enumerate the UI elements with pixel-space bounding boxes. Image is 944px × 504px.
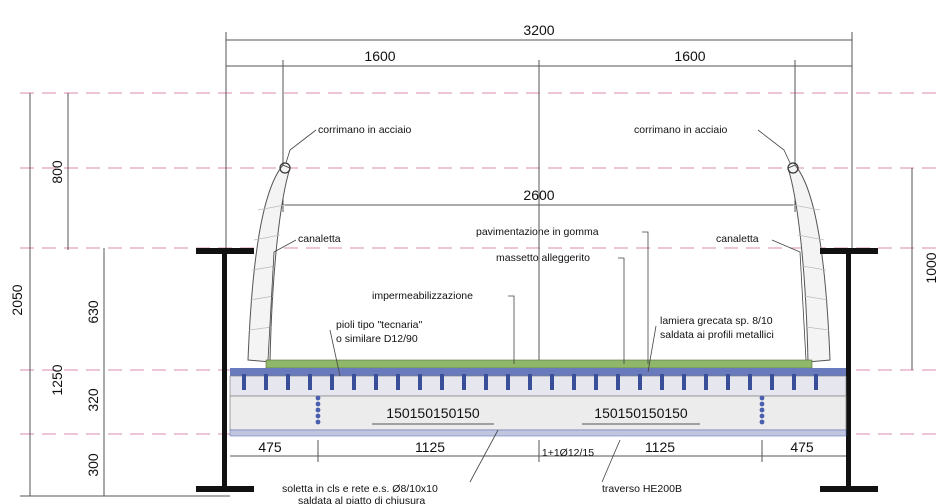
dim-bay-left: 1125 bbox=[415, 439, 445, 455]
shear-stud bbox=[726, 374, 730, 390]
shear-stud bbox=[814, 374, 818, 390]
rebar-dot bbox=[315, 413, 321, 419]
shear-stud bbox=[550, 374, 554, 390]
label-crossbeam: traverso HE200B bbox=[602, 483, 682, 495]
shear-stud bbox=[704, 374, 708, 390]
label-slab-2: saldata al piatto di chiusura bbox=[298, 495, 425, 504]
shear-stud bbox=[396, 374, 400, 390]
shear-stud bbox=[792, 374, 796, 390]
shear-stud bbox=[770, 374, 774, 390]
shear-stud bbox=[528, 374, 532, 390]
shear-stud bbox=[242, 374, 246, 390]
shear-stud bbox=[264, 374, 268, 390]
shear-studs bbox=[242, 374, 818, 390]
shear-stud bbox=[506, 374, 510, 390]
label-slab: soletta in cls e rete e.s. Ø8/10x10 bbox=[282, 483, 438, 495]
rebar-dot bbox=[759, 395, 765, 401]
main-beam-left bbox=[196, 248, 254, 492]
label-studs-2: o similare D12/90 bbox=[336, 333, 418, 345]
rebar-dot bbox=[315, 419, 321, 425]
label-studs: pioli tipo "tecnaria" bbox=[336, 319, 423, 331]
shear-stud bbox=[682, 374, 686, 390]
left-dimensions bbox=[20, 93, 230, 497]
rebar-dot bbox=[759, 413, 765, 419]
dim-total-width: 3200 bbox=[523, 22, 554, 38]
shear-stud bbox=[638, 374, 642, 390]
dim-web-mid: 320 bbox=[85, 388, 101, 412]
spacing-right: 150150150150 bbox=[594, 405, 688, 421]
rebar-dot bbox=[759, 401, 765, 407]
rebar-dot bbox=[315, 401, 321, 407]
rebar-note: 1+1Ø12/15 bbox=[542, 447, 594, 459]
dim-rail-height: 800 bbox=[49, 160, 65, 184]
label-screed: massetto alleggerito bbox=[496, 252, 590, 264]
shear-stud bbox=[616, 374, 620, 390]
dim-half-left: 1600 bbox=[364, 48, 395, 64]
shear-stud bbox=[308, 374, 312, 390]
label-gutter-left: canaletta bbox=[298, 233, 341, 245]
label-plate: lamiera grecata sp. 8/10 bbox=[660, 315, 773, 327]
leader-lines bbox=[267, 129, 807, 483]
shear-stud bbox=[286, 374, 290, 390]
rebar-dot bbox=[759, 419, 765, 425]
shear-stud bbox=[352, 374, 356, 390]
spacing-left: 150150150150 bbox=[386, 405, 480, 421]
dim-total-height: 2050 bbox=[9, 284, 25, 315]
main-beam-right bbox=[820, 248, 878, 492]
label-rubber-floor: pavimentazione in gomma bbox=[476, 226, 599, 238]
dim-edge-left: 475 bbox=[258, 439, 282, 455]
dim-web-upper: 630 bbox=[85, 300, 101, 324]
shear-stud bbox=[462, 374, 466, 390]
label-plate-2: saldata ai profili metallici bbox=[660, 329, 774, 341]
dim-bay-right: 1125 bbox=[645, 439, 675, 455]
handrail-left bbox=[247, 162, 291, 363]
handrail-right bbox=[787, 162, 831, 363]
dim-parapet-height: 1250 bbox=[49, 364, 65, 395]
rebar-dot bbox=[315, 407, 321, 413]
dim-right-height: 1000 bbox=[923, 252, 939, 283]
rebar-dot bbox=[315, 395, 321, 401]
deck bbox=[229, 359, 847, 437]
label-handrail-left: corrimano in acciaio bbox=[318, 124, 412, 136]
shear-stud bbox=[660, 374, 664, 390]
dim-web-lower: 300 bbox=[85, 453, 101, 477]
shear-stud bbox=[440, 374, 444, 390]
label-gutter-right: canaletta bbox=[716, 233, 759, 245]
shear-stud bbox=[374, 374, 378, 390]
shear-stud bbox=[748, 374, 752, 390]
shear-stud bbox=[330, 374, 334, 390]
label-waterproofing: impermeabilizzazione bbox=[372, 290, 473, 302]
shear-stud bbox=[594, 374, 598, 390]
shear-stud bbox=[418, 374, 422, 390]
dim-half-right: 1600 bbox=[674, 48, 705, 64]
dim-inner-width: 2600 bbox=[523, 187, 554, 203]
shear-stud bbox=[572, 374, 576, 390]
label-handrail-right: corrimano in acciaio bbox=[634, 124, 728, 136]
shear-stud bbox=[484, 374, 488, 390]
rebar-groups bbox=[315, 395, 765, 425]
dim-edge-right: 475 bbox=[790, 439, 814, 455]
rebar-dot bbox=[759, 407, 765, 413]
bottom-dimensions bbox=[230, 423, 846, 462]
